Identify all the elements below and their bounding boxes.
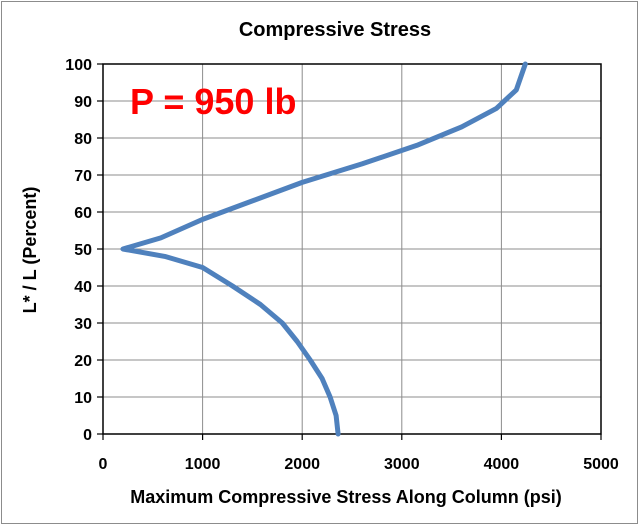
series-line	[120, 61, 528, 437]
x-tick-label: 4000	[484, 456, 520, 473]
y-tick-label: 100	[65, 57, 92, 74]
y-tick-label: 0	[83, 427, 92, 444]
chart-title: Compressive Stress	[239, 19, 431, 41]
y-tick-label: 10	[74, 390, 92, 407]
y-tick-label: 20	[74, 353, 92, 370]
y-tick-label: 40	[74, 279, 92, 296]
x-tick-label: 1000	[185, 456, 221, 473]
x-tick-label: 5000	[583, 456, 619, 473]
x-tick-label: 2000	[284, 456, 320, 473]
y-tick-label: 80	[74, 131, 92, 148]
x-tick-label: 3000	[384, 456, 420, 473]
load-annotation: P = 950 lb	[130, 81, 296, 122]
y-tick-label: 60	[74, 205, 92, 222]
y-tick-label: 90	[74, 94, 92, 111]
y-tick-label: 30	[74, 316, 92, 333]
y-axis-label: L* / L (Percent)	[20, 187, 40, 314]
x-axis-label: Maximum Compressive Stress Along Column …	[130, 487, 561, 507]
y-tick-label: 50	[74, 242, 92, 259]
grid	[103, 64, 601, 434]
y-tick-label: 70	[74, 168, 92, 185]
x-tick-label: 0	[99, 456, 108, 473]
